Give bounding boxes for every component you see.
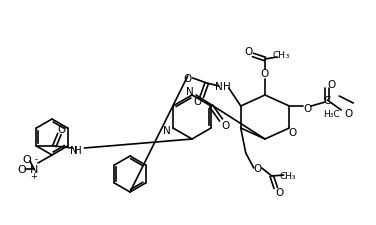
Text: O: O: [344, 108, 352, 119]
Text: N: N: [70, 145, 77, 155]
Text: O: O: [18, 164, 26, 174]
Text: H₃C: H₃C: [323, 110, 340, 119]
Text: CH: CH: [279, 172, 292, 181]
Text: ₃: ₃: [285, 51, 289, 60]
Text: N: N: [215, 82, 223, 92]
Text: O: O: [327, 80, 335, 90]
Text: N: N: [186, 87, 194, 97]
Text: O: O: [245, 47, 253, 57]
Text: O: O: [254, 163, 262, 173]
Text: O: O: [194, 97, 202, 106]
Text: O: O: [23, 154, 31, 164]
Text: -: -: [35, 155, 38, 164]
Text: H: H: [223, 82, 230, 92]
Text: O: O: [276, 187, 284, 197]
Text: C: C: [324, 96, 331, 106]
Text: N: N: [163, 126, 171, 135]
Text: N: N: [30, 164, 38, 174]
Text: O: O: [221, 120, 229, 130]
Text: O: O: [261, 69, 269, 79]
Text: O: O: [183, 74, 192, 84]
Text: O: O: [57, 124, 65, 134]
Text: O: O: [303, 104, 311, 113]
Text: H: H: [74, 145, 81, 155]
Text: O: O: [288, 127, 296, 137]
Text: ₃: ₃: [292, 172, 296, 181]
Text: CH: CH: [273, 51, 285, 60]
Text: +: +: [30, 172, 38, 181]
